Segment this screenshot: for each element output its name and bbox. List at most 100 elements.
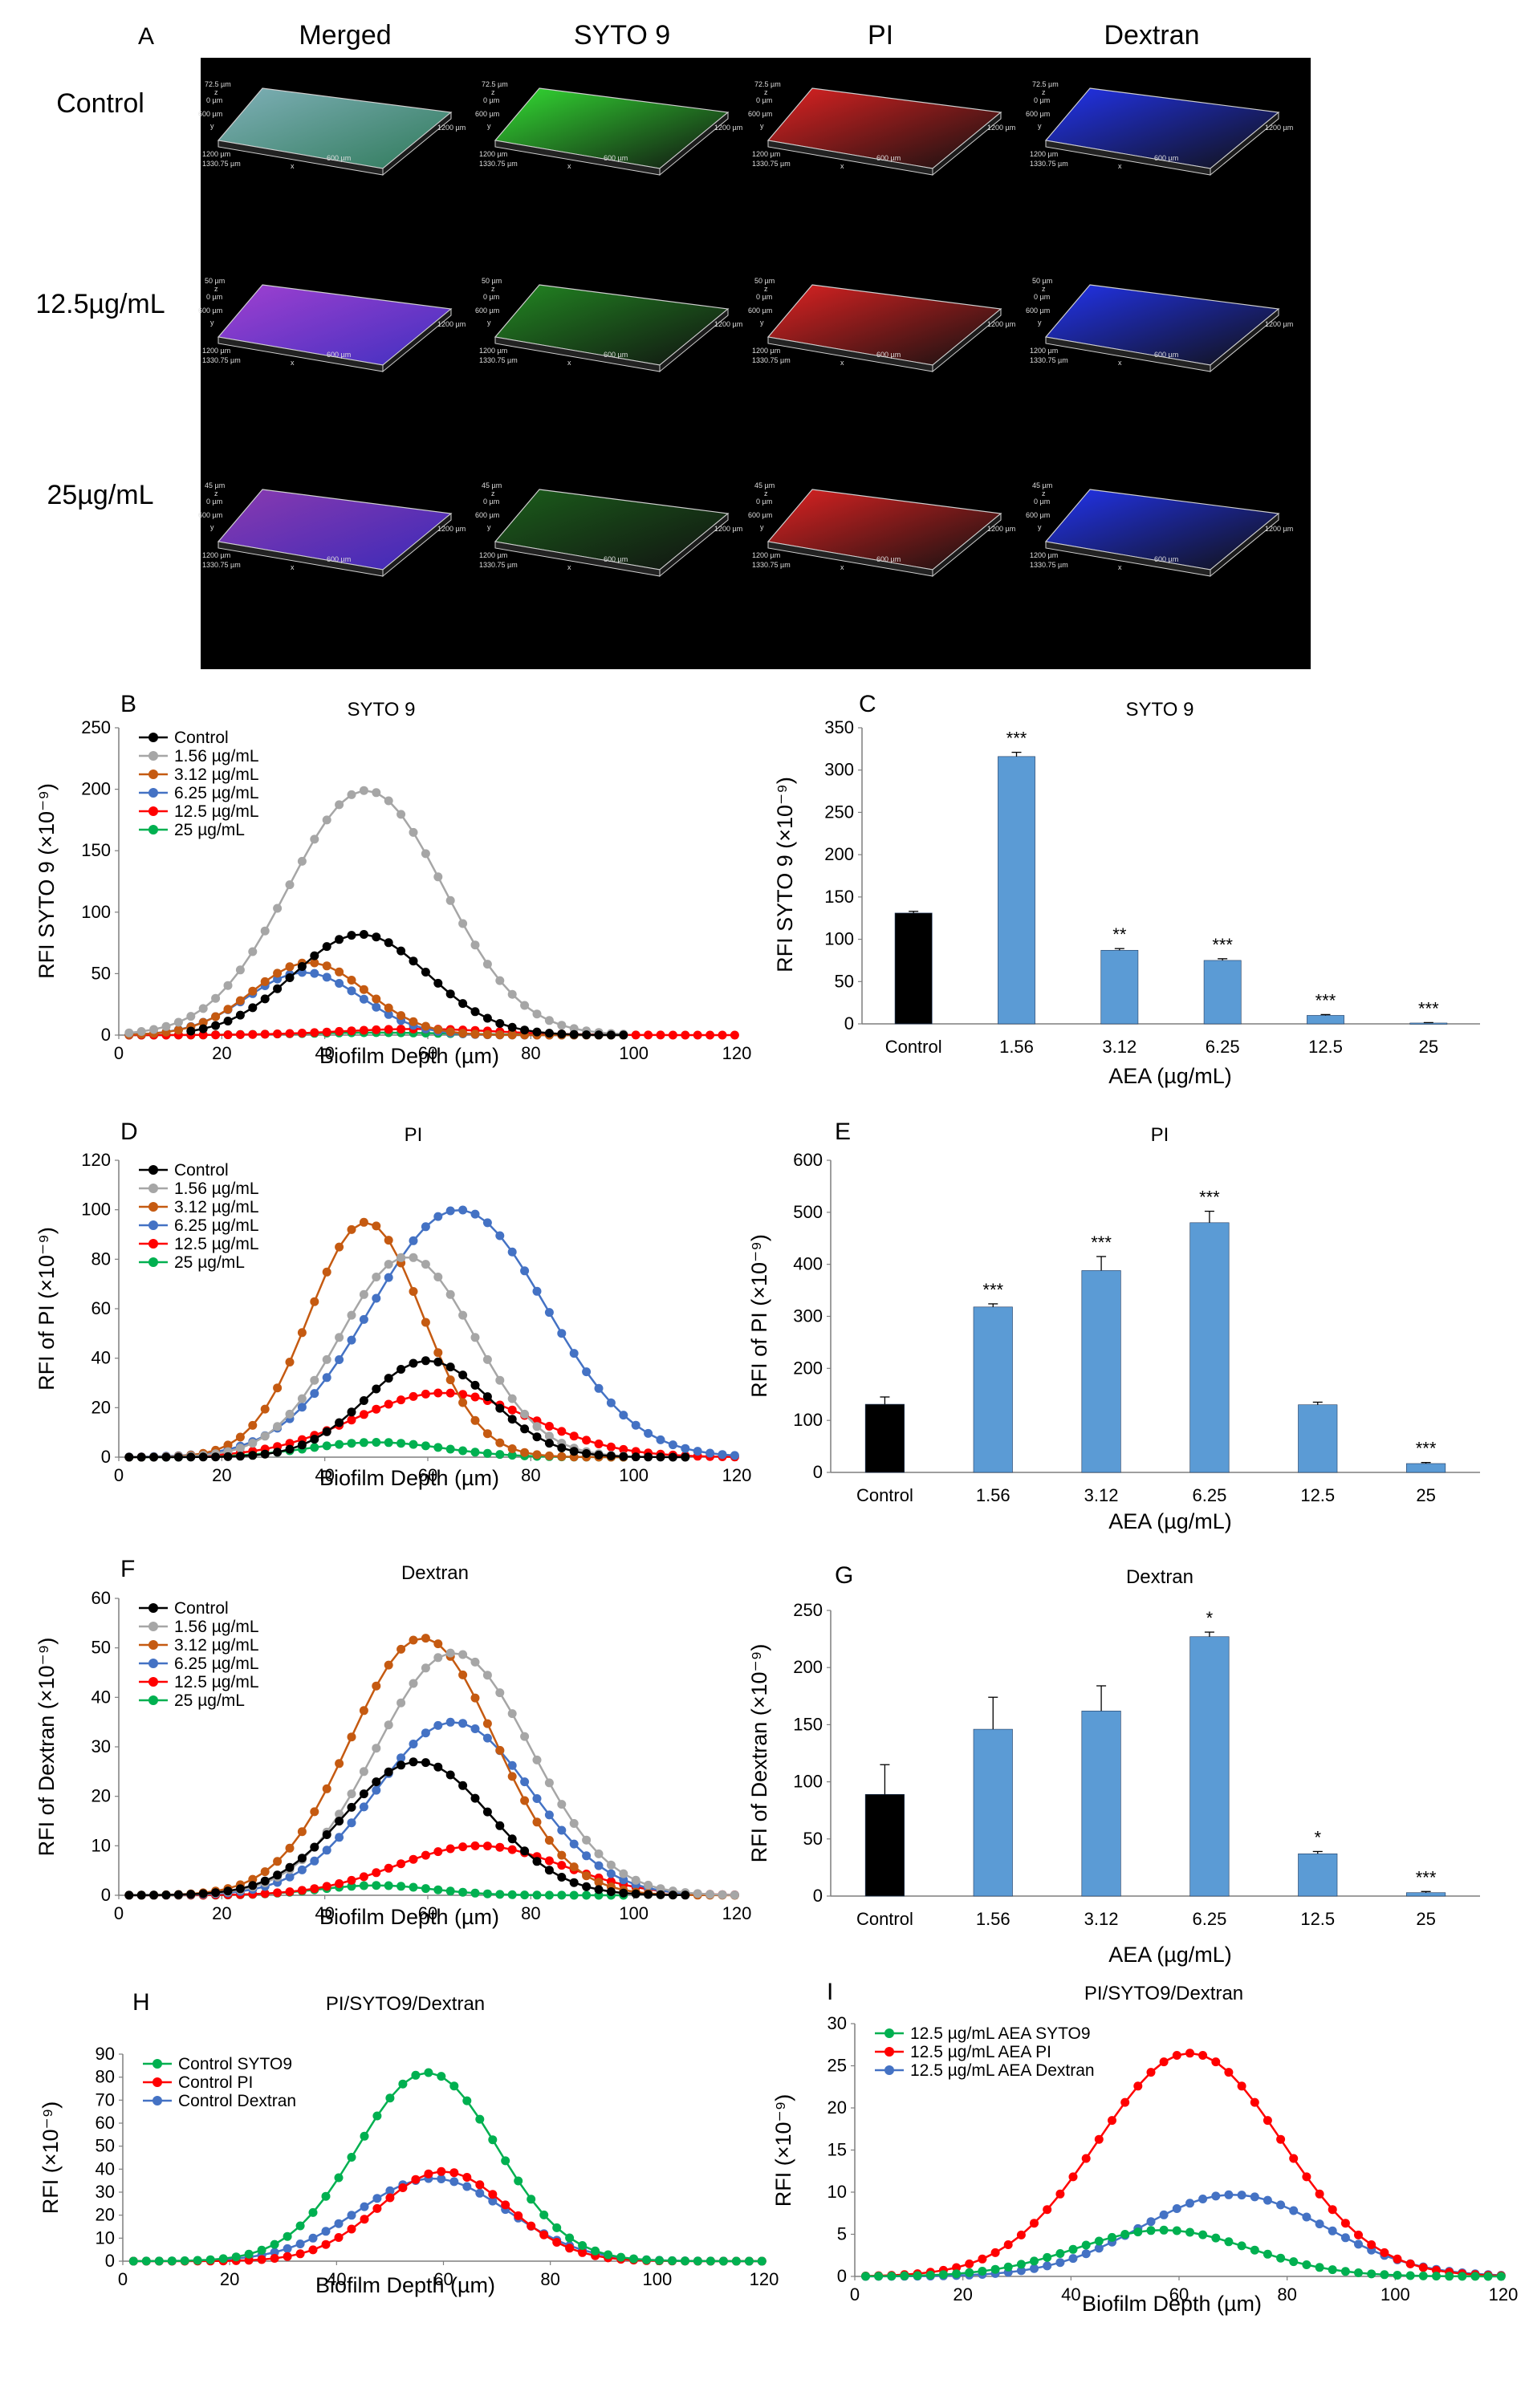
data-point <box>433 978 443 988</box>
data-point <box>285 1887 295 1897</box>
axis-label: 600 µm <box>198 307 222 315</box>
x-tick-label: 60 <box>418 1043 437 1063</box>
significance-label: *** <box>1199 1188 1220 1208</box>
data-point <box>582 1871 592 1881</box>
data-point <box>458 1887 468 1897</box>
data-point <box>1003 2240 1013 2249</box>
axis-label: 1330.75 µm <box>1030 561 1068 569</box>
axis-label: 1200 µm <box>1265 525 1293 533</box>
data-point <box>693 1889 702 1898</box>
y-tick-label: 10 <box>96 2227 115 2248</box>
data-point <box>482 1029 492 1039</box>
data-point <box>297 1328 307 1338</box>
axis-label: z <box>1042 88 1046 96</box>
axis-label: y <box>487 122 491 130</box>
x-axis-title: AEA (µg/mL) <box>1108 1509 1232 1533</box>
x-tick-label: 100 <box>619 1043 649 1063</box>
data-point <box>384 1399 393 1409</box>
x-tick-label: 40 <box>327 2269 346 2289</box>
data-point <box>384 1863 393 1873</box>
x-tick-label: 0 <box>850 2284 860 2304</box>
axis-label: 600 µm <box>1026 307 1050 315</box>
data-point <box>295 2221 305 2231</box>
data-point <box>297 1403 307 1412</box>
data-point <box>285 1358 295 1366</box>
data-point <box>470 1029 480 1039</box>
x-axis-title: Biofilm Depth (µm) <box>1082 2292 1262 2316</box>
chart-i: 0 5 10 15 20 25 30 0 20 40 60 80 100 120 PI/SYTO9/Dext… <box>771 1979 1518 2316</box>
data-point <box>335 1242 344 1252</box>
legend-label: 3.12 µg/mL <box>174 1198 259 1216</box>
data-point <box>668 1452 677 1462</box>
data-point <box>359 1706 368 1716</box>
data-point <box>470 1209 480 1219</box>
data-point <box>198 1889 208 1898</box>
data-point <box>527 2195 536 2204</box>
data-point <box>1030 2256 1039 2266</box>
data-point <box>1393 2254 1402 2264</box>
x-tick-label: 80 <box>521 1465 540 1485</box>
data-point <box>359 1767 368 1777</box>
axis-label: x <box>567 162 571 170</box>
data-point <box>334 2219 344 2228</box>
data-point <box>396 1025 406 1033</box>
data-point <box>445 1362 455 1372</box>
data-point <box>495 1403 505 1413</box>
data-point <box>433 1762 443 1772</box>
data-point <box>384 1260 393 1269</box>
axis-label: 600 µm <box>604 154 628 162</box>
axis-label: 1200 µm <box>987 525 1015 533</box>
x-tick-label: 40 <box>315 1465 334 1485</box>
axis-label: 0 µm <box>756 96 772 104</box>
data-point <box>1496 2272 1506 2281</box>
data-point <box>347 1407 356 1417</box>
axis-label: y <box>487 523 491 531</box>
y-tick-label: 0 <box>101 1885 111 1905</box>
data-point <box>458 1842 468 1852</box>
legend-label: Control <box>174 1599 229 1618</box>
data-point <box>532 1755 542 1764</box>
data-point <box>218 2254 228 2264</box>
data-point <box>1237 2081 1246 2091</box>
data-point <box>582 1835 592 1845</box>
data-point <box>656 1890 665 1899</box>
data-point <box>1081 2240 1091 2250</box>
y-axis-title: RFI (×10⁻⁹) <box>771 2094 795 2207</box>
panel-letter: B <box>120 691 136 717</box>
data-point <box>1185 2049 1194 2058</box>
axis-label: 0 µm <box>206 96 222 104</box>
y-tick-label: 120 <box>81 1150 111 1170</box>
data-point <box>1367 2240 1376 2249</box>
data-point <box>449 2168 459 2178</box>
data-point <box>1055 2189 1065 2199</box>
data-point <box>359 1410 368 1419</box>
data-point <box>495 1438 505 1448</box>
data-point <box>470 1724 480 1733</box>
axis-label: 45 µm <box>754 481 775 489</box>
data-point <box>1224 2190 1234 2199</box>
data-point <box>173 1452 183 1462</box>
data-point <box>644 1890 653 1899</box>
data-point <box>409 1253 418 1262</box>
data-point <box>606 1442 616 1452</box>
data-point <box>335 1355 344 1364</box>
x-tick-label: 100 <box>642 2269 672 2289</box>
legend-swatch-marker <box>148 806 158 816</box>
data-point <box>248 1874 258 1884</box>
data-point <box>520 1777 530 1787</box>
data-point <box>458 999 468 1009</box>
data-point <box>310 951 319 960</box>
data-point <box>257 2245 266 2255</box>
data-point <box>372 1868 381 1878</box>
data-point <box>544 1431 554 1441</box>
data-point <box>619 1444 628 1454</box>
data-point <box>384 1720 393 1730</box>
legend-swatch-marker <box>148 1220 158 1230</box>
data-point <box>1302 2172 1311 2182</box>
data-point <box>1043 2261 1052 2271</box>
data-point <box>544 1422 554 1431</box>
column-label: SYTO 9 <box>574 20 670 51</box>
category-label: 3.12 <box>1084 1485 1119 1505</box>
data-point <box>297 1029 307 1038</box>
